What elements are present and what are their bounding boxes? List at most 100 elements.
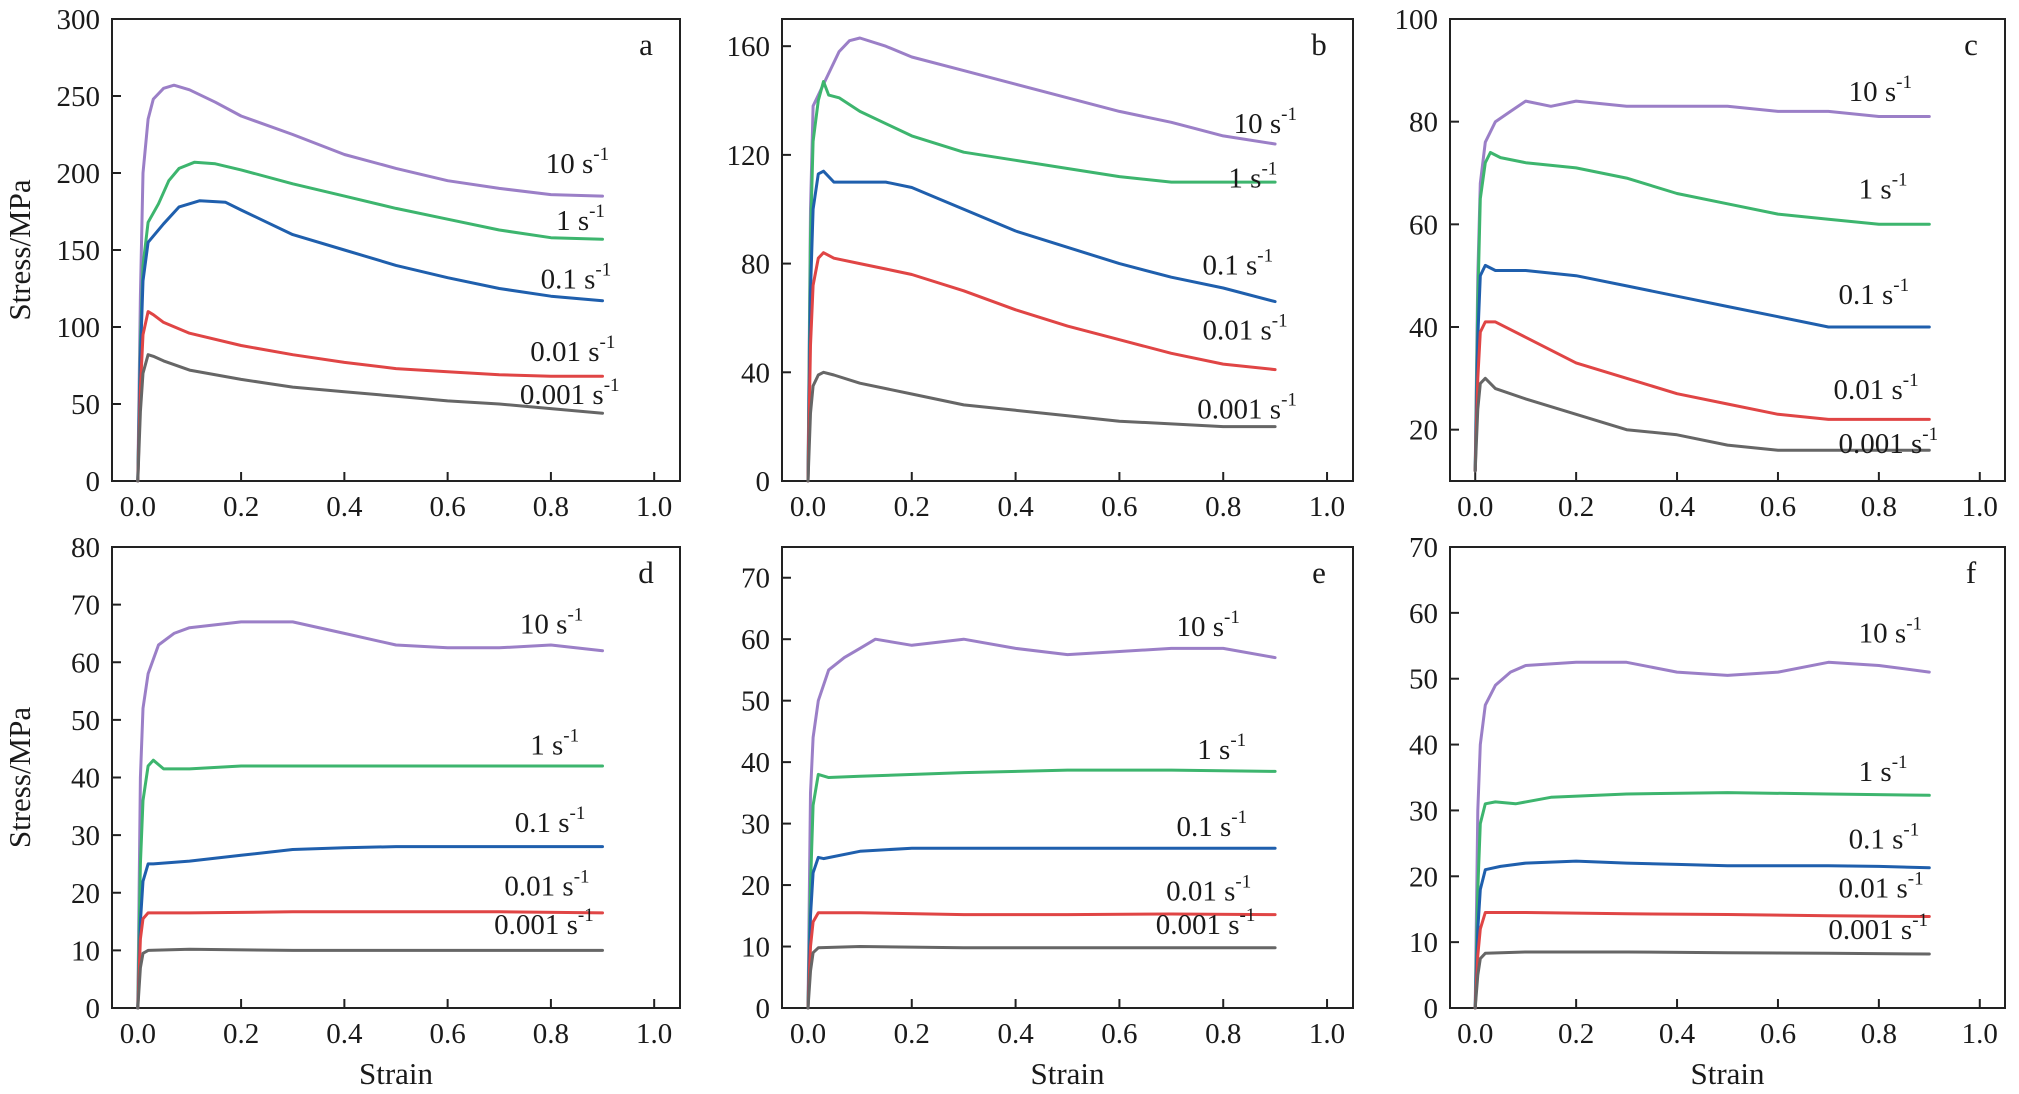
y-tick-label: 70	[741, 563, 770, 595]
series-label-text: 0.1 s	[1177, 811, 1232, 843]
x-tick-label: 0.0	[1457, 1018, 1493, 1050]
y-tick-label: 0	[86, 466, 101, 498]
series-line	[806, 637, 1277, 1010]
series-label-text: 1 s	[1228, 162, 1261, 194]
series-label: 0.01 s-1	[504, 867, 589, 903]
x-tick-label: 0.6	[430, 491, 466, 523]
series-label: 1 s-1	[1197, 730, 1246, 766]
series-label-exponent: -1	[1281, 104, 1297, 125]
series-label-text: 10 s	[520, 608, 568, 640]
series-line	[806, 80, 1277, 483]
series-label-exponent: -1	[1912, 910, 1928, 931]
series-label-exponent: -1	[578, 905, 594, 926]
series-label: 10 s-1	[546, 144, 609, 180]
series-line	[806, 251, 1277, 483]
y-tick-label: 10	[71, 935, 100, 967]
series-line	[136, 910, 604, 1010]
series-label: 10 s-1	[1849, 72, 1912, 108]
y-tick-label: 70	[1409, 532, 1438, 564]
series-line	[136, 199, 604, 483]
x-tick-label: 0.4	[1659, 491, 1696, 523]
series-label-exponent: -1	[1261, 158, 1277, 179]
y-tick-label: 40	[741, 747, 770, 779]
series-label-exponent: -1	[593, 144, 609, 165]
series-line	[806, 370, 1277, 483]
series-label-exponent: -1	[1906, 613, 1922, 634]
series-label-text: 0.01 s	[1833, 374, 1902, 406]
series-line	[1473, 660, 1931, 1010]
x-tick-label: 1.0	[636, 1018, 672, 1050]
series-line	[1473, 791, 1931, 1010]
y-tick-label: 50	[741, 686, 770, 718]
y-tick-label: 70	[71, 590, 100, 622]
series-label: 0.001 s-1	[520, 375, 620, 411]
series-label-text: 1 s	[1859, 756, 1892, 788]
series-label: 10 s-1	[520, 604, 583, 640]
y-tick-label: 100	[57, 312, 101, 344]
x-tick-label: 0.6	[1760, 1018, 1796, 1050]
series-label-text: 0.001 s	[1828, 914, 1912, 946]
series-label: 1 s-1	[1228, 158, 1277, 194]
x-tick-label: 0.8	[1205, 1018, 1241, 1050]
series-label-exponent: -1	[1903, 820, 1919, 841]
series-label-exponent: -1	[563, 725, 579, 746]
series-label-exponent: -1	[600, 332, 616, 353]
x-tick-label: 0.8	[1861, 491, 1897, 523]
series-line	[136, 353, 604, 483]
y-tick-label: 160	[727, 31, 771, 63]
series-label-exponent: -1	[1281, 389, 1297, 410]
series-label-exponent: -1	[1908, 868, 1924, 889]
series-label: 0.1 s-1	[1202, 245, 1273, 281]
y-tick-label: 30	[71, 820, 100, 852]
x-tick-label: 0.8	[1861, 1018, 1897, 1050]
series-label-text: 0.01 s	[1839, 872, 1908, 904]
x-tick-label: 0.8	[533, 491, 569, 523]
series-label: 0.01 s-1	[1833, 370, 1918, 406]
series-label-text: 0.001 s	[494, 909, 578, 941]
series-line	[1473, 859, 1931, 1010]
series-label: 1 s-1	[530, 725, 579, 761]
y-tick-label: 60	[1409, 209, 1438, 241]
x-tick-label: 0.6	[430, 1018, 466, 1050]
x-tick-label: 0.2	[1558, 1018, 1594, 1050]
series-line	[1473, 151, 1931, 473]
x-tick-label: 0.6	[1760, 491, 1796, 523]
series-label-exponent: -1	[1892, 170, 1908, 191]
x-tick-label: 0.6	[1101, 491, 1137, 523]
panel-letter: b	[1311, 27, 1327, 62]
series-line	[1473, 950, 1931, 1010]
plot-frame	[1449, 546, 2006, 1009]
series-label: 0.01 s-1	[1202, 311, 1287, 347]
series-label-text: 0.01 s	[504, 871, 573, 903]
series-label: 0.001 s-1	[1156, 905, 1256, 941]
series-line	[806, 911, 1277, 1010]
x-tick-label: 0.0	[120, 491, 156, 523]
y-axis-label: Stress/MPa	[2, 707, 37, 848]
panel-d: 0.0 0.2 0.4 0.6 0.8 1.0 0 10 20 30 40 50 60 70 80 Stres…	[2, 532, 681, 1091]
series-line	[136, 160, 604, 483]
y-tick-label: 40	[1409, 730, 1438, 762]
panel-letter: d	[638, 555, 654, 590]
series-label-text: 0.001 s	[1197, 393, 1281, 425]
series-label: 0.01 s-1	[1166, 871, 1251, 907]
series-line	[136, 83, 604, 483]
x-tick-label: 0.2	[1558, 491, 1594, 523]
x-tick-label: 0.2	[223, 1018, 259, 1050]
x-tick-label: 0.8	[533, 1018, 569, 1050]
series-label: 0.1 s-1	[541, 260, 612, 296]
series-label: 0.1 s-1	[515, 803, 586, 839]
y-tick-label: 0	[756, 466, 771, 498]
x-tick-label: 0.0	[120, 1018, 156, 1050]
series-label-exponent: -1	[1896, 72, 1912, 93]
series-label-text: 0.1 s	[1202, 249, 1257, 281]
y-tick-label: 30	[1409, 795, 1438, 827]
series-label-text: 0.01 s	[530, 336, 599, 368]
x-axis-label: Strain	[1030, 1056, 1105, 1091]
x-tick-label: 0.2	[894, 491, 930, 523]
x-tick-label: 0.8	[1205, 491, 1241, 523]
series-label: 0.001 s-1	[494, 905, 594, 941]
y-tick-label: 30	[741, 809, 770, 841]
y-tick-label: 20	[71, 878, 100, 910]
x-tick-label: 1.0	[1962, 1018, 1998, 1050]
series-label: 0.001 s-1	[1828, 910, 1928, 946]
